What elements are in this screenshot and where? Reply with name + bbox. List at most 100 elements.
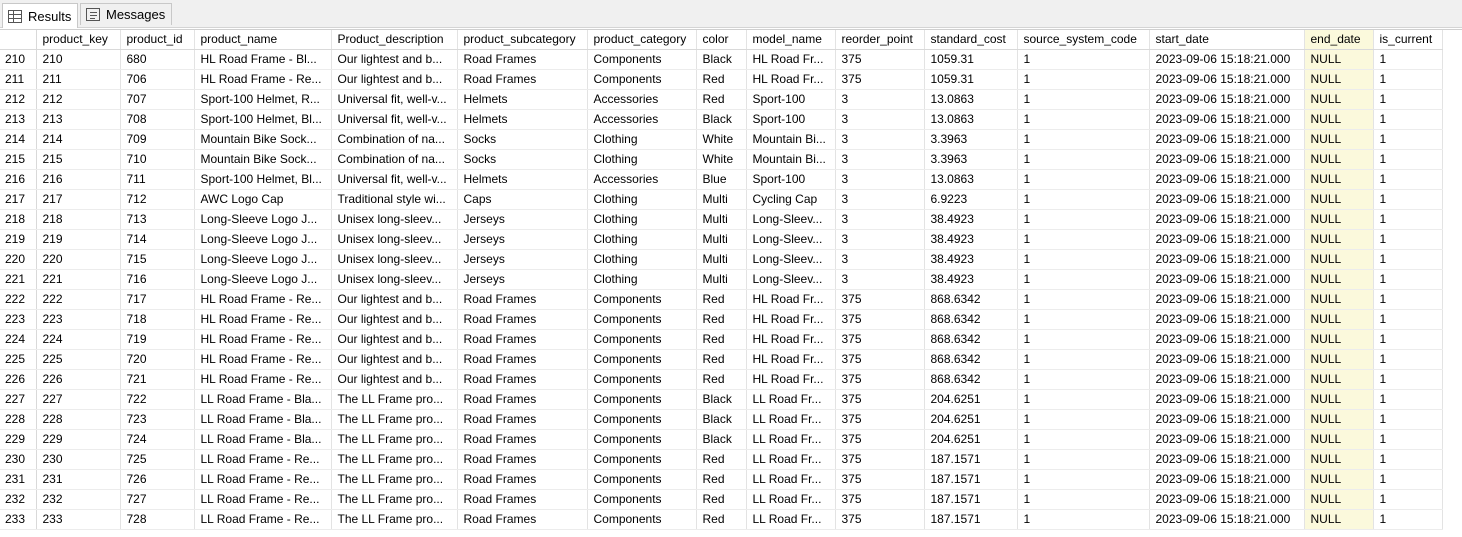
cell-product-key[interactable]: 231 [36,469,121,490]
cell-product-name[interactable]: LL Road Frame - Re... [194,489,332,510]
cell-product-category[interactable]: Components [587,509,697,530]
cell-source-system-code[interactable]: 1 [1017,369,1150,390]
cell-reorder-point[interactable]: 3 [835,169,925,190]
cell-product-subcategory[interactable]: Road Frames [457,409,588,430]
cell-product-id[interactable]: 707 [120,89,195,110]
cell-product-name[interactable]: AWC Logo Cap [194,189,332,210]
cell-product-id[interactable]: 713 [120,209,195,230]
cell-product-key[interactable]: 215 [36,149,121,170]
cell-standard-cost[interactable]: 3.3963 [924,129,1018,150]
cell-product-category[interactable]: Components [587,349,697,370]
cell-product-subcategory[interactable]: Jerseys [457,269,588,290]
cell-product-subcategory[interactable]: Road Frames [457,309,588,330]
cell-start-date[interactable]: 2023-09-06 15:18:21.000 [1149,209,1305,230]
cell-start-date[interactable]: 2023-09-06 15:18:21.000 [1149,449,1305,470]
cell-start-date[interactable]: 2023-09-06 15:18:21.000 [1149,229,1305,250]
cell-product-description[interactable]: Universal fit, well-v... [331,109,458,130]
cell-reorder-point[interactable]: 375 [835,429,925,450]
cell-end-date[interactable]: NULL [1304,489,1374,510]
cell-end-date[interactable]: NULL [1304,429,1374,450]
cell-standard-cost[interactable]: 13.0863 [924,109,1018,130]
cell-end-date[interactable]: NULL [1304,249,1374,270]
cell-color[interactable]: Black [696,429,747,450]
cell-reorder-point[interactable]: 3 [835,189,925,210]
cell-model-name[interactable]: HL Road Fr... [746,369,836,390]
cell-product-name[interactable]: HL Road Frame - Re... [194,369,332,390]
cell-product-description[interactable]: Our lightest and b... [331,369,458,390]
cell-start-date[interactable]: 2023-09-06 15:18:21.000 [1149,149,1305,170]
cell-product-description[interactable]: The LL Frame pro... [331,509,458,530]
tab-results[interactable]: Results [2,3,79,28]
cell-source-system-code[interactable]: 1 [1017,449,1150,470]
cell-product-category[interactable]: Clothing [587,269,697,290]
cell-is-current[interactable]: 1 [1373,109,1443,130]
cell-source-system-code[interactable]: 1 [1017,109,1150,130]
cell-model-name[interactable]: Mountain Bi... [746,129,836,150]
cell-is-current[interactable]: 1 [1373,469,1443,490]
cell-product-id[interactable]: 724 [120,429,195,450]
cell-product-description[interactable]: Our lightest and b... [331,329,458,350]
cell-product-id[interactable]: 727 [120,489,195,510]
cell-product-description[interactable]: Combination of na... [331,149,458,170]
cell-standard-cost[interactable]: 1059.31 [924,69,1018,90]
cell-product-name[interactable]: HL Road Frame - Bl... [194,49,332,70]
cell-color[interactable]: Red [696,489,747,510]
cell-start-date[interactable]: 2023-09-06 15:18:21.000 [1149,409,1305,430]
cell-product-name[interactable]: HL Road Frame - Re... [194,289,332,310]
cell-model-name[interactable]: Sport-100 [746,89,836,110]
cell-product-name[interactable]: Long-Sleeve Logo J... [194,209,332,230]
column-header-source-system-code[interactable]: source_system_code [1017,30,1150,50]
cell-reorder-point[interactable]: 375 [835,69,925,90]
cell-product-name[interactable]: Sport-100 Helmet, R... [194,89,332,110]
cell-product-description[interactable]: Unisex long-sleev... [331,229,458,250]
cell-start-date[interactable]: 2023-09-06 15:18:21.000 [1149,289,1305,310]
cell-is-current[interactable]: 1 [1373,49,1443,70]
cell-source-system-code[interactable]: 1 [1017,229,1150,250]
table-row[interactable]: 214 214 709 Mountain Bike Sock... Combinatio… [0,129,1443,150]
cell-is-current[interactable]: 1 [1373,289,1443,310]
cell-standard-cost[interactable]: 868.6342 [924,369,1018,390]
cell-product-category[interactable]: Components [587,449,697,470]
cell-model-name[interactable]: Mountain Bi... [746,149,836,170]
cell-product-key[interactable]: 221 [36,269,121,290]
cell-product-subcategory[interactable]: Road Frames [457,429,588,450]
cell-product-name[interactable]: Long-Sleeve Logo J... [194,269,332,290]
cell-product-name[interactable]: LL Road Frame - Bla... [194,429,332,450]
cell-end-date[interactable]: NULL [1304,469,1374,490]
table-row[interactable]: 224 224 719 HL Road Frame - Re... Our lighte… [0,329,1443,350]
cell-product-subcategory[interactable]: Road Frames [457,469,588,490]
cell-product-description[interactable]: The LL Frame pro... [331,449,458,470]
cell-source-system-code[interactable]: 1 [1017,169,1150,190]
cell-is-current[interactable]: 1 [1373,369,1443,390]
cell-standard-cost[interactable]: 6.9223 [924,189,1018,210]
cell-color[interactable]: Black [696,109,747,130]
cell-start-date[interactable]: 2023-09-06 15:18:21.000 [1149,89,1305,110]
cell-reorder-point[interactable]: 375 [835,49,925,70]
cell-model-name[interactable]: LL Road Fr... [746,389,836,410]
cell-product-key[interactable]: 213 [36,109,121,130]
cell-product-id[interactable]: 715 [120,249,195,270]
cell-product-subcategory[interactable]: Helmets [457,169,588,190]
cell-product-subcategory[interactable]: Socks [457,129,588,150]
cell-product-subcategory[interactable]: Road Frames [457,489,588,510]
table-row[interactable]: 218 218 713 Long-Sleeve Logo J... Unisex lon… [0,209,1443,230]
cell-product-description[interactable]: The LL Frame pro... [331,469,458,490]
cell-is-current[interactable]: 1 [1373,509,1443,530]
row-number[interactable]: 233 [0,509,37,530]
cell-source-system-code[interactable]: 1 [1017,329,1150,350]
column-header-model-name[interactable]: model_name [746,30,836,50]
cell-product-key[interactable]: 218 [36,209,121,230]
cell-source-system-code[interactable]: 1 [1017,289,1150,310]
cell-end-date[interactable]: NULL [1304,49,1374,70]
cell-start-date[interactable]: 2023-09-06 15:18:21.000 [1149,129,1305,150]
cell-color[interactable]: Red [696,469,747,490]
cell-source-system-code[interactable]: 1 [1017,389,1150,410]
cell-color[interactable]: Red [696,69,747,90]
cell-source-system-code[interactable]: 1 [1017,69,1150,90]
cell-product-name[interactable]: HL Road Frame - Re... [194,329,332,350]
cell-end-date[interactable]: NULL [1304,89,1374,110]
cell-end-date[interactable]: NULL [1304,409,1374,430]
cell-model-name[interactable]: LL Road Fr... [746,469,836,490]
cell-reorder-point[interactable]: 3 [835,89,925,110]
cell-is-current[interactable]: 1 [1373,449,1443,470]
